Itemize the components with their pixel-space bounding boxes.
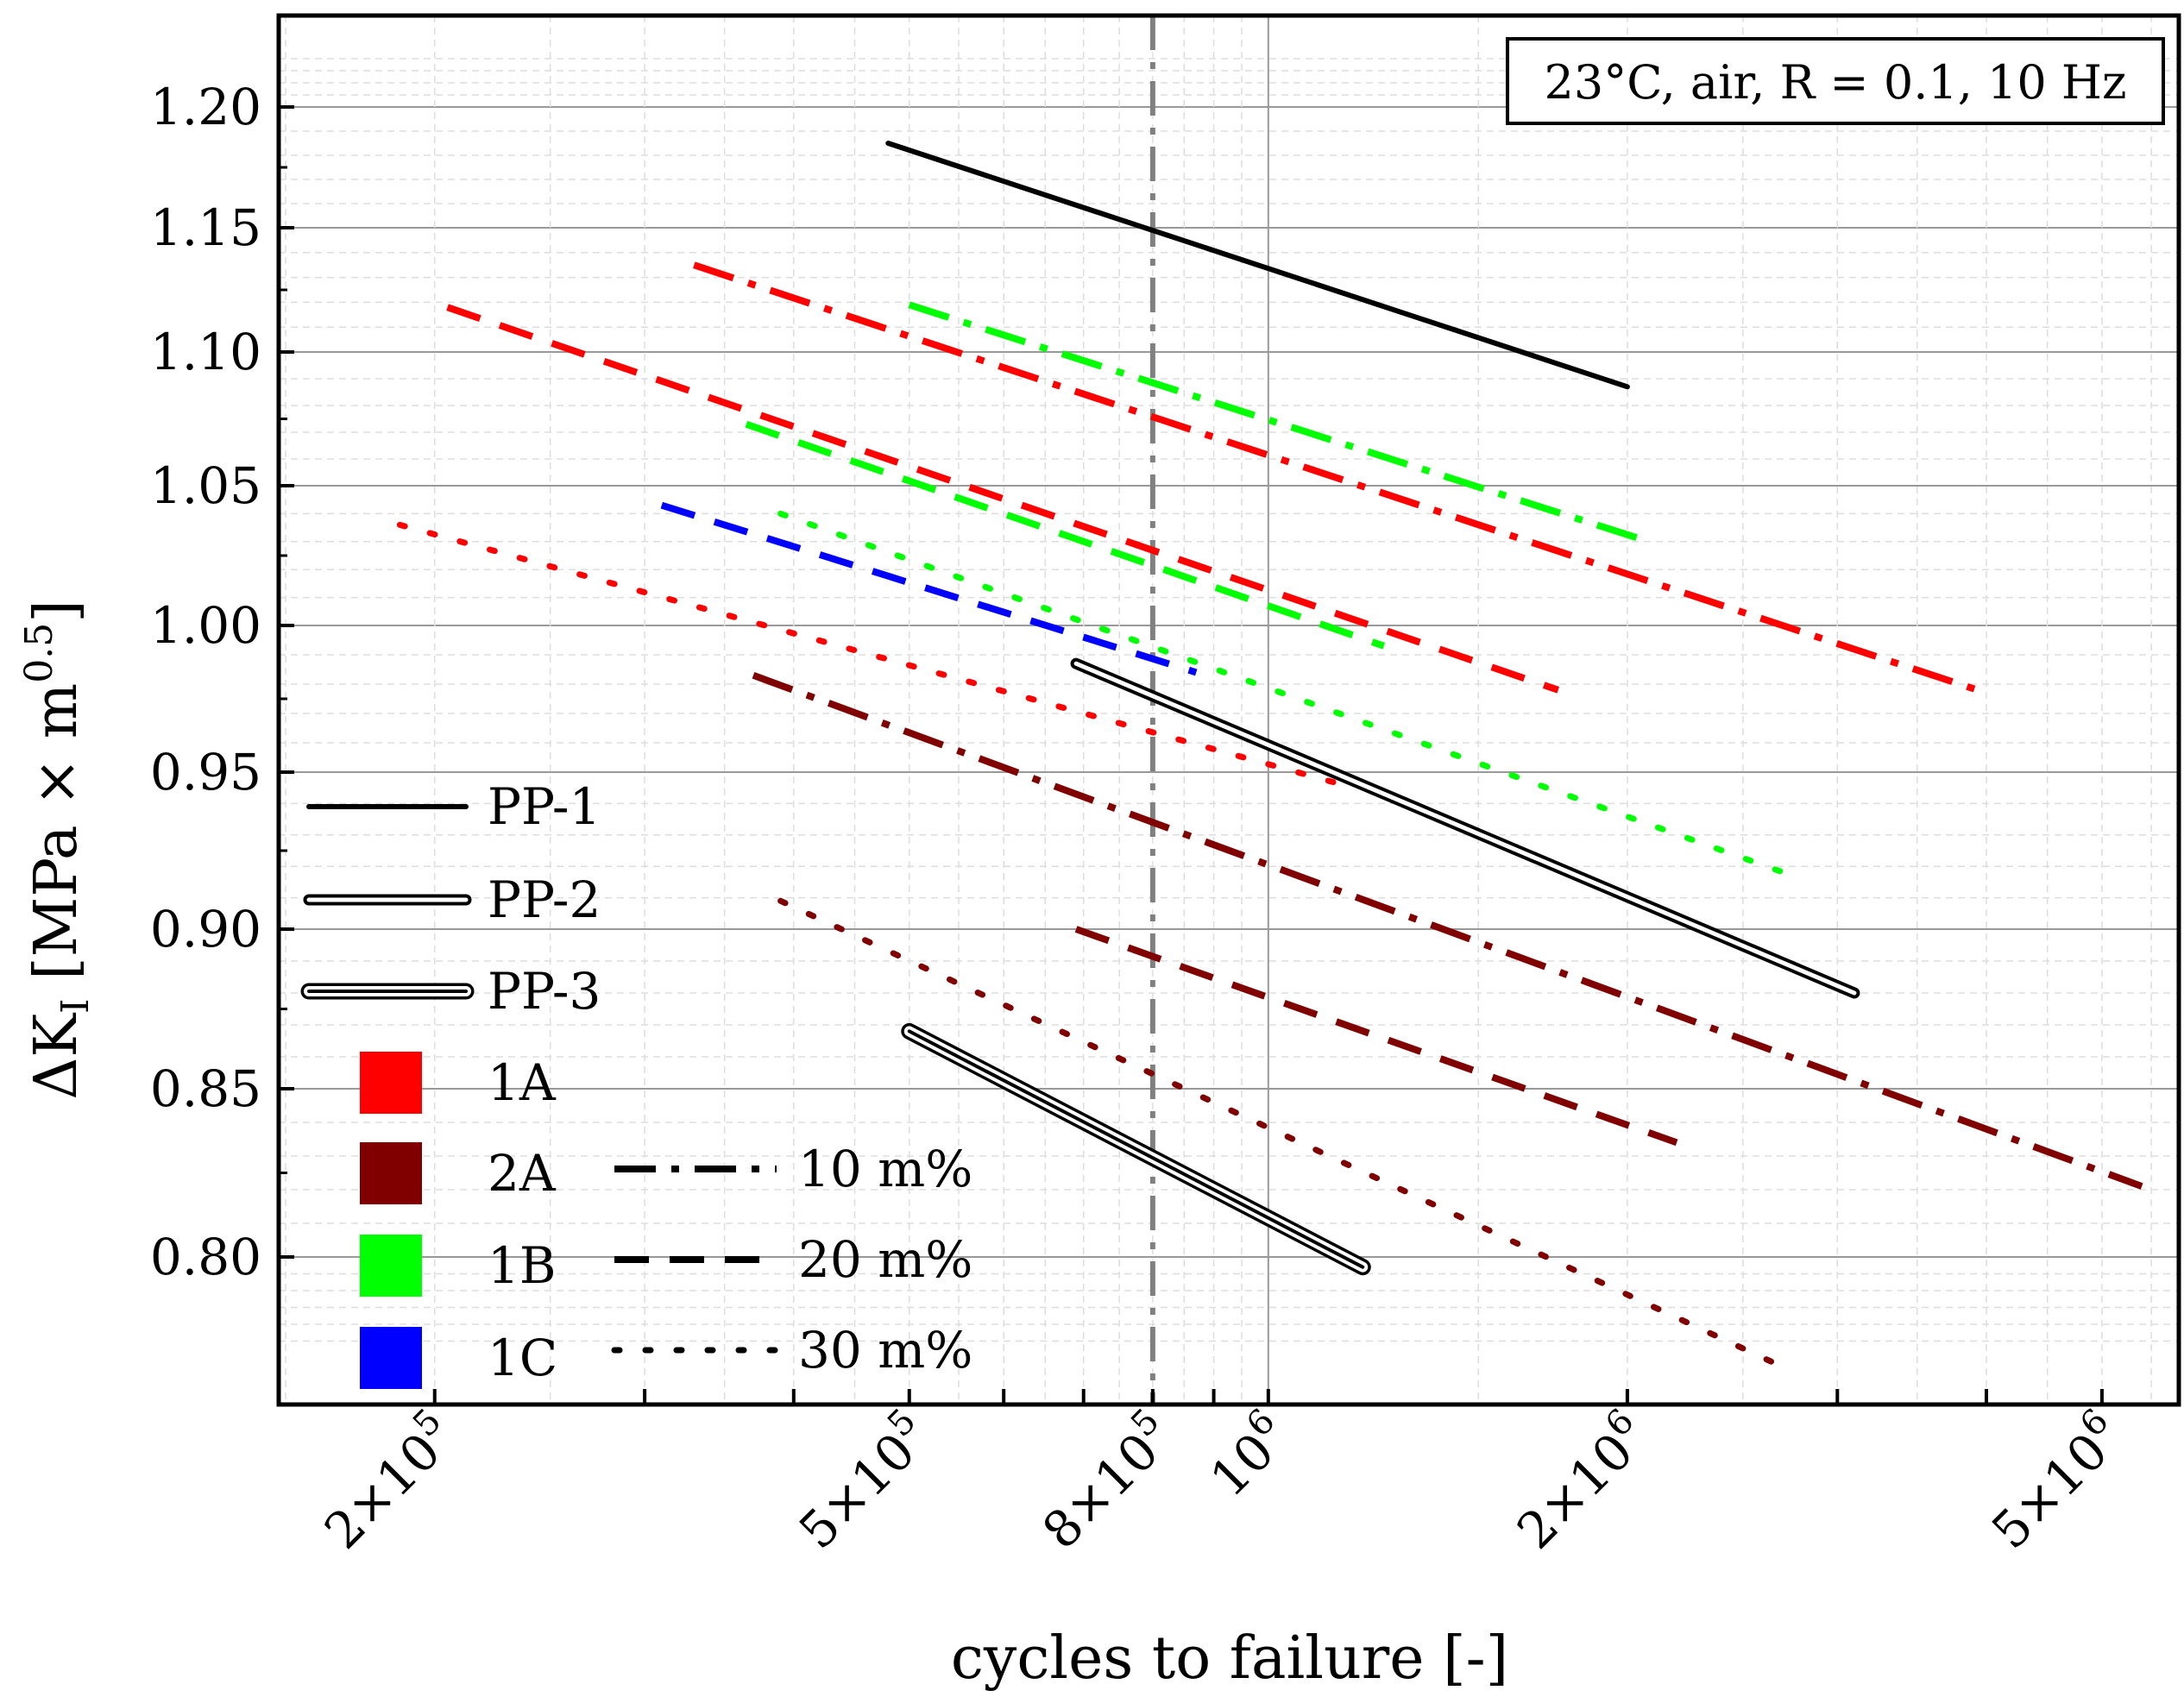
y-axis-title-unit: [MPa × m <box>22 683 91 999</box>
series-pp-3-center <box>907 1029 1365 1269</box>
series-2a-30-m-line <box>777 897 1796 1375</box>
y-axis-title-close: ] <box>22 600 91 623</box>
x-tick-label: 8×105 <box>1026 1401 1185 1560</box>
legend-swatch-1a <box>360 1052 422 1114</box>
axis-ticks <box>279 105 2104 1405</box>
plot-frame <box>276 13 2181 1407</box>
series-1a-30-m <box>396 521 1357 791</box>
y-tick-label: 1.00 <box>150 596 261 655</box>
series-1a-20-m-line <box>446 304 1560 694</box>
series-2a-20-m <box>1074 926 1678 1147</box>
x-tick-label: 2×105 <box>308 1401 467 1560</box>
y-axis-title-superscript: 0.5 <box>17 623 61 683</box>
series-1b-10-m-line <box>908 301 1641 543</box>
series-1b-20-m <box>745 420 1386 650</box>
annotation-box <box>1506 37 2165 125</box>
x-tick-label: 2×106 <box>1501 1401 1659 1560</box>
y-tick-label: 1.15 <box>150 198 261 257</box>
legend-label-dash: 20 m% <box>798 1230 972 1289</box>
x-tick-label: 106 <box>1194 1401 1301 1508</box>
legend: PP-1 PP-2 PP-3 1A 2A 1B 1C 10 m% 20 m% 30 m% <box>300 777 972 1389</box>
series-1c-20-m-line <box>660 501 1198 676</box>
x-tick-labels: 2×105 5×105 8×105 106 2×106 5×106 <box>308 1401 2134 1560</box>
legend-label-1a: 1A <box>488 1053 557 1112</box>
series-pp-2-core <box>1073 661 1857 996</box>
series-group <box>396 141 2143 1375</box>
series-2a-10-m <box>752 672 2143 1190</box>
conditions-annotation: 23°C, air, R = 0.1, 10 Hz <box>1506 37 2165 125</box>
legend-label-dot: 30 m% <box>798 1321 972 1379</box>
y-tick-label: 1.10 <box>150 323 261 381</box>
legend-label-1c: 1C <box>488 1329 557 1387</box>
y-tick-label: 0.95 <box>150 743 261 801</box>
legend-swatch-2a <box>360 1142 422 1204</box>
series-pp-1-line <box>885 141 1630 390</box>
y-tick-label: 0.85 <box>150 1059 261 1118</box>
y-axis-title-symbol: ΔK <box>22 1013 91 1100</box>
series-1c-20-m <box>660 501 1198 676</box>
legend-label-2a: 2A <box>488 1144 557 1203</box>
y-tick-label: 1.05 <box>150 456 261 515</box>
legend-swatch-1b <box>360 1235 422 1297</box>
legend-label-dashdot: 10 m% <box>798 1140 972 1198</box>
series-1a-20-m <box>446 304 1560 694</box>
legend-label-1b: 1B <box>488 1236 557 1295</box>
series-2a-20-m-line <box>1074 926 1678 1147</box>
series-1b-30-m-line <box>777 510 1805 883</box>
series-1a-30-m-line <box>396 521 1357 791</box>
y-axis-title-subscript: I <box>53 998 98 1013</box>
legend-label-pp-3: PP-3 <box>488 962 601 1021</box>
y-axis-title: ΔKI [MPa × m0.5] <box>17 600 98 1100</box>
x-tick-label: 5×105 <box>783 1401 941 1560</box>
series-1b-20-m-line <box>745 420 1386 650</box>
y-tick-labels: 0.80 0.85 0.90 0.95 1.00 1.05 1.10 1.15 1.20 <box>150 78 261 1286</box>
series-2a-30-m <box>777 897 1796 1375</box>
y-tick-label: 0.80 <box>150 1228 261 1286</box>
legend-label-pp-1: PP-1 <box>488 777 601 836</box>
series-pp-3 <box>901 1022 1371 1276</box>
series-1a-10-m <box>693 261 1988 696</box>
y-tick-label: 1.20 <box>150 78 261 136</box>
series-1b-30-m <box>777 510 1805 883</box>
series-pp-2 <box>1070 657 1860 999</box>
legend-swatch-1c <box>360 1327 422 1389</box>
series-1a-10-m-line <box>693 261 1988 696</box>
x-tick-label: 5×106 <box>1975 1401 2134 1560</box>
grid <box>279 16 2179 1405</box>
series-1b-10-m <box>908 301 1641 543</box>
annotation-text: 23°C, air, R = 0.1, 10 Hz <box>1545 55 2127 110</box>
series-pp-1 <box>885 141 1630 390</box>
series-2a-10-m-line <box>752 672 2143 1190</box>
x-axis-title: cycles to failure [-] <box>951 1624 1508 1693</box>
legend-label-pp-2: PP-2 <box>488 870 601 929</box>
y-tick-label: 0.90 <box>150 900 261 958</box>
